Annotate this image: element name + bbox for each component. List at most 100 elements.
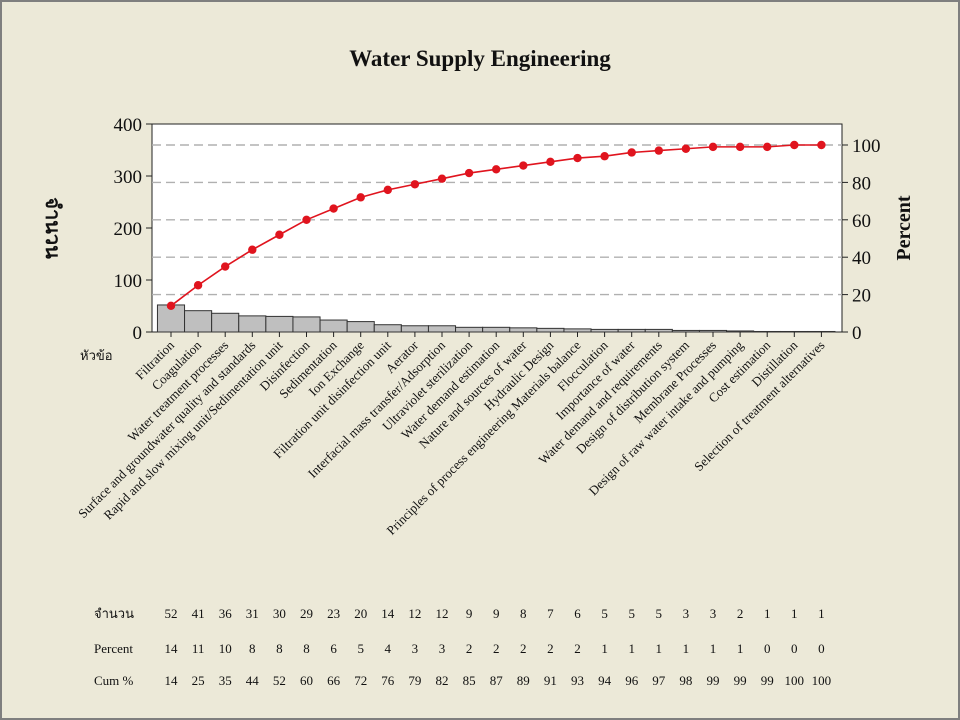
bar-23 [753, 330, 782, 333]
table-cell: 8 [276, 641, 283, 656]
table-cell: 20 [354, 606, 367, 621]
cum-point-21 [708, 142, 718, 152]
cum-point-8 [356, 193, 365, 202]
cum-point-1 [166, 301, 176, 311]
bar-22 [726, 330, 755, 333]
bar-20 [671, 329, 700, 333]
table-cell: 10 [219, 641, 232, 656]
left-tick-label-200: 200 [114, 219, 143, 240]
table-cell: 29 [300, 606, 313, 621]
bar-6 [292, 316, 321, 333]
cum-point-11 [437, 174, 447, 183]
table-cell: 8 [249, 641, 256, 656]
table-cell: 97 [652, 673, 666, 688]
table-row-label-2: Percent [94, 641, 133, 656]
table-cell: 93 [571, 673, 584, 688]
right-tick-label-0: 0 [852, 323, 862, 344]
table-cell: 44 [246, 673, 260, 688]
cum-point-24 [790, 140, 799, 150]
table-cell: 9 [493, 606, 500, 621]
cum-point-20 [681, 144, 691, 153]
table-cell: 2 [466, 641, 473, 656]
cum-point-10 [410, 180, 420, 189]
cum-point-4 [248, 245, 257, 254]
right-tick-label-40: 40 [852, 248, 871, 269]
table-cell: 99 [761, 673, 774, 688]
bar-17 [590, 328, 619, 333]
cum-point-18 [627, 148, 636, 157]
table-cell: 30 [273, 606, 286, 621]
left-tick-label-400: 400 [114, 115, 143, 136]
left-tick-label-0: 0 [133, 323, 143, 344]
table-cell: 5 [628, 606, 635, 621]
cum-point-22 [735, 142, 745, 152]
cum-point-6 [302, 215, 311, 224]
table-row-label-3: Cum % [94, 673, 134, 688]
bar-9 [373, 324, 402, 333]
table-cell: 96 [625, 673, 639, 688]
table-cell: 25 [192, 673, 205, 688]
y-axis-right-label: Percent [893, 195, 915, 260]
table-cell: 2 [493, 641, 500, 656]
cum-point-16 [573, 153, 582, 163]
table-cell: 76 [381, 673, 395, 688]
table-cell: 98 [679, 673, 692, 688]
table-cell: 12 [436, 606, 449, 621]
table-cell: 3 [412, 641, 419, 656]
bar-11 [427, 325, 457, 333]
bar-2 [184, 310, 213, 333]
table-cell: 6 [330, 641, 337, 656]
bar-19 [644, 328, 673, 333]
y-axis-left-label: จำนวน [41, 197, 63, 259]
table-cell: 1 [601, 641, 608, 656]
table-cell: 8 [303, 641, 310, 656]
table-cell: 11 [192, 641, 205, 656]
table-cell: 5 [357, 641, 364, 656]
table-cell: 5 [656, 606, 663, 621]
table-row-label-1: จำนวน [94, 606, 134, 621]
table-cell: 3 [710, 606, 717, 621]
table-cell: 35 [219, 673, 232, 688]
table-cell: 72 [354, 673, 367, 688]
table-cell: 36 [219, 606, 233, 621]
right-tick-label-60: 60 [852, 211, 871, 232]
cum-point-5 [275, 230, 284, 239]
data-table: จำนวน 52 41 36 31 30 29 23 20 14 12 12 9 9 8 7 6 5 5 5 3 3 2 1 1… [94, 606, 831, 688]
table-cell: 1 [818, 606, 825, 621]
table-cell: 2 [574, 641, 581, 656]
bar-15 [536, 327, 565, 333]
cum-point-12 [464, 168, 474, 178]
bar-13 [482, 326, 511, 333]
table-cell: 2 [520, 641, 527, 656]
table-cell: 1 [683, 641, 690, 656]
table-cell: 1 [791, 606, 798, 621]
chart-title: Water Supply Engineering [349, 46, 611, 71]
plot-area [151, 123, 843, 333]
table-cell: 0 [764, 641, 771, 656]
bar-16 [563, 328, 592, 333]
left-tick-label-100: 100 [114, 271, 143, 292]
table-cell: 79 [408, 673, 421, 688]
table-cell: 99 [707, 673, 720, 688]
bar-8 [346, 321, 375, 333]
cum-point-19 [654, 146, 663, 155]
right-tick-label-20: 20 [852, 286, 871, 307]
table-cell: 1 [628, 641, 635, 656]
cum-point-17 [600, 152, 609, 161]
bar-4 [238, 315, 267, 333]
table-cell: 100 [812, 673, 832, 688]
table-cell: 7 [547, 606, 554, 621]
table-cell: 1 [656, 641, 663, 656]
right-tick-label-80: 80 [852, 173, 871, 194]
table-cell: 0 [791, 641, 798, 656]
bar-5 [265, 315, 294, 333]
table-cell: 0 [818, 641, 825, 656]
table-cell: 31 [246, 606, 259, 621]
table-cell: 3 [439, 641, 446, 656]
table-cell: 5 [601, 606, 608, 621]
cum-point-2 [193, 281, 203, 290]
table-cell: 100 [785, 673, 805, 688]
